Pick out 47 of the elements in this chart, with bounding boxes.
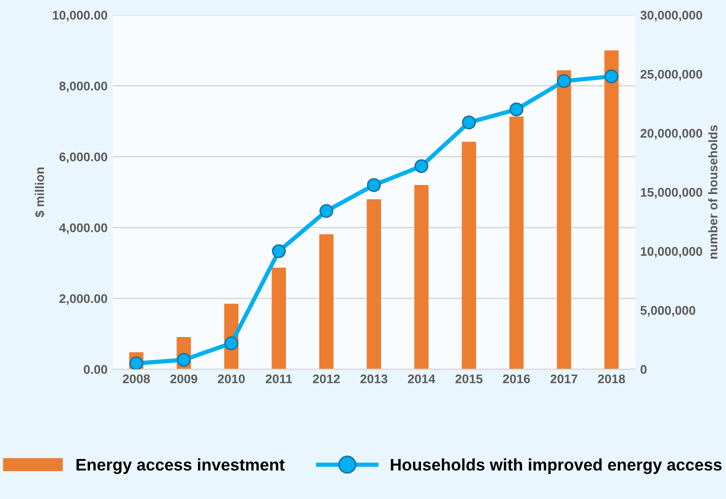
y-tick-label: 10,000.00: [52, 10, 108, 22]
y-tick-label: 0.00: [84, 365, 108, 374]
x-tick-label: 2010: [218, 374, 245, 384]
point: [176, 352, 191, 367]
y-tick-label: 6,000.00: [59, 152, 108, 164]
bar: [556, 70, 572, 370]
x-tick-label: 2011: [266, 374, 292, 384]
x-tick-label: 2017: [550, 374, 578, 384]
y2-tick-label: 25,000,000: [640, 70, 702, 80]
point: [510, 102, 524, 116]
x-tick-label: 2008: [122, 374, 150, 384]
y2-axis-title: number of households: [708, 125, 718, 259]
point: [462, 115, 476, 130]
legend-label: Households with improved energy access: [390, 458, 722, 474]
x-tick-label: 2009: [170, 374, 198, 384]
bar: [509, 116, 524, 370]
y2-tick-label: 20,000,000: [640, 128, 702, 140]
point: [557, 74, 571, 88]
y2-tick-label: 15,000,000: [640, 188, 702, 199]
bar: [414, 185, 429, 370]
y-tick-label: 8,000.00: [59, 82, 108, 92]
y2-tick-label: 10,000,000: [640, 246, 702, 258]
x-tick-label: 2012: [312, 374, 340, 384]
point: [129, 356, 144, 370]
y2-tick-label: 5,000,000: [640, 306, 696, 317]
point: [604, 69, 618, 84]
bar: [366, 199, 382, 370]
point: [366, 178, 381, 192]
x-tick-label: 2018: [598, 374, 626, 384]
bar: [462, 142, 476, 370]
bar: [272, 268, 286, 370]
legend-label: Energy access investment: [76, 458, 285, 474]
point: [319, 204, 334, 218]
bar: [319, 234, 334, 370]
y-axis-title: $ million: [34, 168, 45, 218]
x-tick-label: 2013: [360, 374, 388, 384]
y2-tick-label: 0: [640, 365, 647, 374]
x-tick-label: 2016: [502, 374, 530, 384]
bar: [604, 50, 619, 370]
point: [414, 159, 428, 174]
y-tick-label: 4,000.00: [59, 223, 108, 234]
y-tick-label: 2,000.00: [59, 294, 108, 305]
x-tick-label: 2015: [455, 374, 482, 384]
point: [224, 336, 238, 350]
x-tick-label: 2014: [408, 374, 436, 384]
point: [272, 244, 286, 258]
y2-tick-label: 30,000,000: [640, 10, 702, 22]
